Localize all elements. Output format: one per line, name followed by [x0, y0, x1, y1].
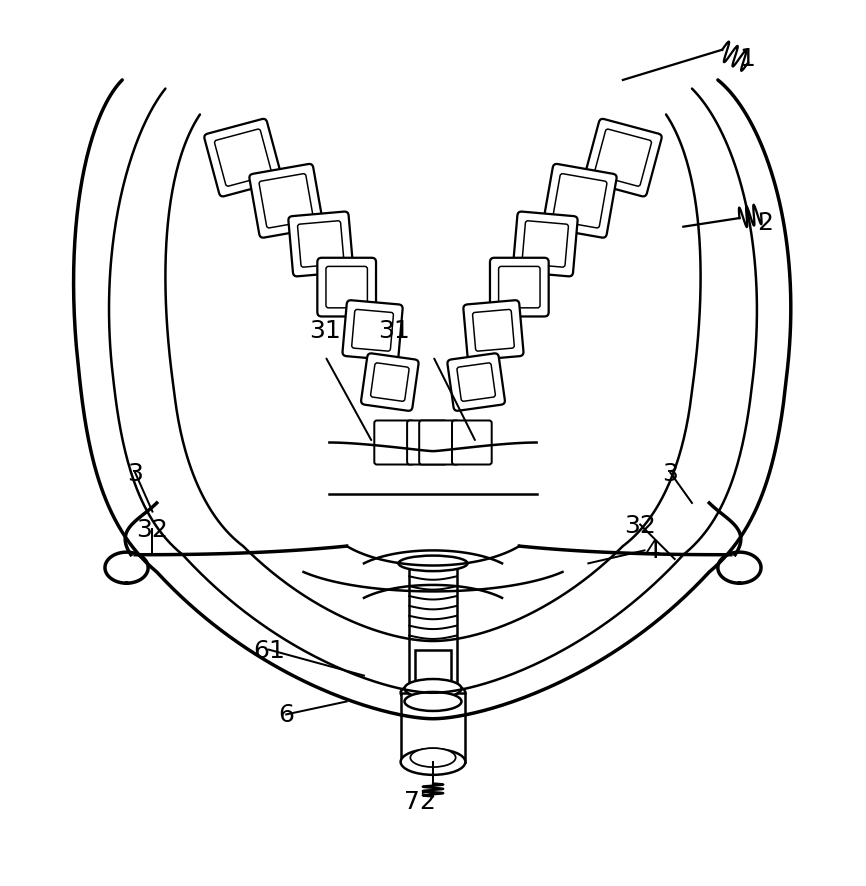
FancyBboxPatch shape — [374, 421, 414, 465]
FancyBboxPatch shape — [371, 363, 409, 402]
Ellipse shape — [401, 682, 465, 703]
Ellipse shape — [410, 749, 456, 767]
FancyBboxPatch shape — [419, 421, 459, 465]
FancyBboxPatch shape — [513, 213, 578, 277]
FancyBboxPatch shape — [585, 120, 662, 198]
FancyBboxPatch shape — [298, 222, 344, 268]
Text: 3: 3 — [127, 462, 143, 486]
FancyBboxPatch shape — [490, 259, 549, 317]
FancyBboxPatch shape — [473, 310, 514, 352]
FancyBboxPatch shape — [215, 130, 272, 187]
Text: 6: 6 — [278, 703, 294, 727]
Ellipse shape — [401, 749, 465, 775]
Bar — [415, 650, 451, 684]
Ellipse shape — [404, 680, 462, 698]
FancyBboxPatch shape — [457, 363, 495, 402]
Text: 31: 31 — [378, 319, 410, 343]
Text: 32: 32 — [624, 513, 656, 537]
FancyBboxPatch shape — [553, 175, 607, 229]
Bar — [410, 563, 456, 684]
FancyBboxPatch shape — [522, 222, 568, 268]
Ellipse shape — [404, 692, 462, 711]
FancyBboxPatch shape — [352, 310, 393, 352]
FancyBboxPatch shape — [204, 120, 281, 198]
Text: 4: 4 — [644, 539, 661, 563]
Text: 2: 2 — [757, 211, 772, 235]
FancyBboxPatch shape — [452, 421, 492, 465]
FancyBboxPatch shape — [407, 421, 447, 465]
FancyBboxPatch shape — [317, 259, 376, 317]
FancyBboxPatch shape — [499, 267, 540, 308]
FancyBboxPatch shape — [343, 301, 403, 361]
Text: 61: 61 — [253, 638, 285, 662]
FancyBboxPatch shape — [288, 213, 353, 277]
Ellipse shape — [398, 556, 468, 571]
FancyBboxPatch shape — [249, 165, 323, 238]
Text: 32: 32 — [137, 517, 168, 541]
Text: 72: 72 — [404, 789, 436, 812]
FancyBboxPatch shape — [259, 175, 313, 229]
FancyBboxPatch shape — [594, 130, 651, 187]
FancyBboxPatch shape — [361, 354, 418, 411]
Text: 1: 1 — [740, 47, 755, 71]
Bar — [401, 693, 465, 762]
FancyBboxPatch shape — [543, 165, 617, 238]
FancyBboxPatch shape — [463, 301, 523, 361]
Text: 3: 3 — [662, 462, 678, 486]
FancyBboxPatch shape — [448, 354, 505, 411]
FancyBboxPatch shape — [326, 267, 367, 308]
Text: 31: 31 — [309, 319, 341, 343]
